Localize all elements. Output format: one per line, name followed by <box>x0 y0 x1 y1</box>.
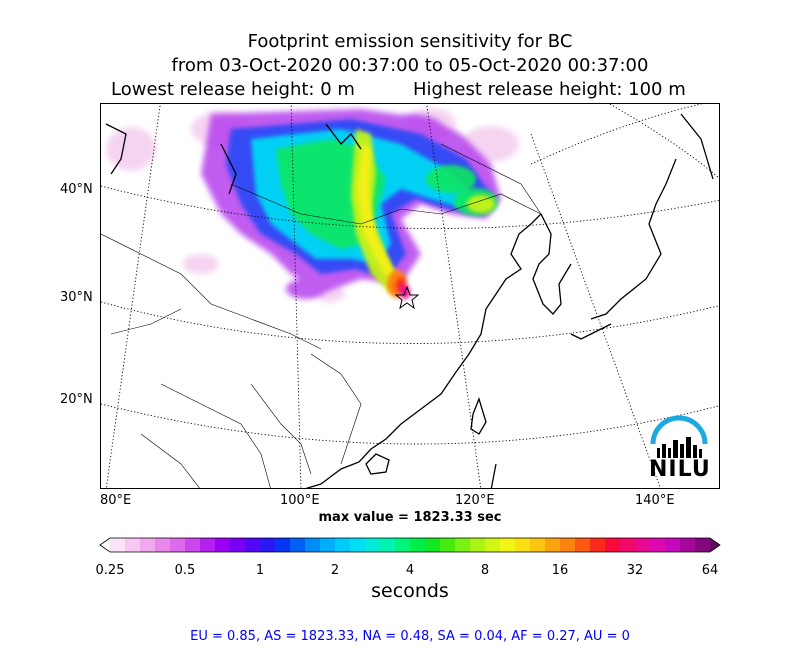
colorbar-cell <box>245 538 261 552</box>
colorbar-cell <box>185 538 201 552</box>
colorbar-cell <box>215 538 231 552</box>
highest-release-height: Highest release height: 100 m <box>413 79 686 100</box>
lon-label-140e: 140°E <box>635 493 675 508</box>
colorbar-cell <box>650 538 666 552</box>
colorbar-cell <box>680 538 696 552</box>
colorbar-cell <box>485 538 501 552</box>
colorbar-cell <box>305 538 321 552</box>
colorbar-tick-label: 2 <box>330 563 340 578</box>
title-line-1: Footprint emission sensitivity for BC <box>247 31 573 52</box>
nilu-logo-arc <box>650 415 708 445</box>
colorbar-cell <box>320 538 336 552</box>
colorbar-cell <box>125 538 141 552</box>
release-height-row: Lowest release height: 0 m Highest relea… <box>0 78 800 102</box>
colorbar-cell <box>545 538 561 552</box>
colorbar-cell <box>575 538 591 552</box>
lat-label-20n: 20°N <box>60 392 93 407</box>
region-stats: EU = 0.85, AS = 1823.33, NA = 0.48, SA =… <box>190 629 630 644</box>
colorbar-tick-label: 0.25 <box>95 563 125 578</box>
lat-label-30n: 30°N <box>60 290 93 305</box>
release-site-marker <box>394 285 420 310</box>
colorbar-cell <box>380 538 396 552</box>
country-borders <box>101 143 542 488</box>
lon-label-100e: 100°E <box>280 493 320 508</box>
colorbar-tick-label: 0.5 <box>174 563 196 578</box>
colorbar-cell <box>140 538 156 552</box>
lon-label-120e: 120°E <box>455 493 495 508</box>
colorbar-cell <box>605 538 621 552</box>
colorbar-cell <box>290 538 306 552</box>
nilu-logo-text: NILU <box>649 457 711 482</box>
colorbar-cell <box>500 538 516 552</box>
emission-plume <box>106 108 519 310</box>
colorbar-cell <box>230 538 246 552</box>
colorbar-tick-label: 1 <box>255 563 265 578</box>
colorbar-cell <box>695 538 711 552</box>
colorbar-cell <box>410 538 426 552</box>
colorbar-tick-label: 32 <box>626 563 644 578</box>
coastlines <box>105 113 714 488</box>
colorbar-cell <box>530 538 546 552</box>
colorbar-tick-label: 8 <box>480 563 490 578</box>
max-value-label: max value = 1823.33 sec <box>318 510 502 525</box>
colorbar-cell <box>335 538 351 552</box>
colorbar-tick-label: 16 <box>551 563 569 578</box>
colorbar-cell <box>440 538 456 552</box>
colorbar-cell <box>170 538 186 552</box>
colorbar-cell <box>350 538 366 552</box>
colorbar-cell <box>260 538 276 552</box>
colorbar-cell <box>365 538 381 552</box>
colorbar-cell <box>200 538 216 552</box>
colorbar-tick-label: 64 <box>701 563 719 578</box>
colorbar-cell <box>395 538 411 552</box>
colorbar-cell <box>470 538 486 552</box>
title-line-2: from 03-Oct-2020 00:37:00 to 05-Oct-2020… <box>171 55 649 76</box>
colorbar-cell <box>455 538 471 552</box>
colorbar-cell <box>110 538 126 552</box>
lat-label-40n: 40°N <box>60 182 93 197</box>
colorbar-cell <box>515 538 531 552</box>
colorbar-cell <box>665 538 681 552</box>
nilu-logo <box>650 415 708 458</box>
colorbar <box>99 537 721 553</box>
footprint-map <box>100 103 720 489</box>
colorbar-cell <box>590 538 606 552</box>
map-canvas <box>101 104 719 488</box>
map-title: Footprint emission sensitivity for BC fr… <box>0 30 800 102</box>
colorbar-extend-low <box>100 538 110 552</box>
colorbar-tick-label: 4 <box>405 563 415 578</box>
colorbar-cell <box>275 538 291 552</box>
lowest-release-height: Lowest release height: 0 m <box>111 79 355 100</box>
graticule <box>101 104 719 488</box>
lon-label-80e: 80°E <box>100 493 132 508</box>
colorbar-cell <box>425 538 441 552</box>
colorbar-extend-high <box>710 538 720 552</box>
colorbar-cell <box>560 538 576 552</box>
colorbar-label: seconds <box>371 580 449 602</box>
colorbar-cell <box>155 538 171 552</box>
colorbar-cell <box>635 538 651 552</box>
colorbar-cell <box>620 538 636 552</box>
